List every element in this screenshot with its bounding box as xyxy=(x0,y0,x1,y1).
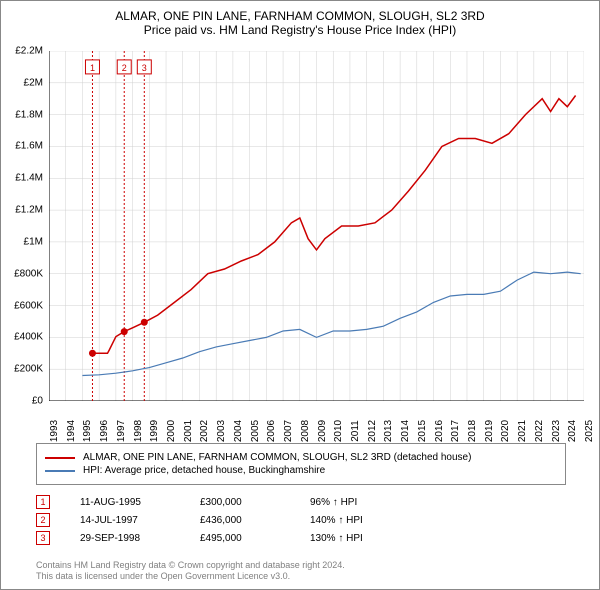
x-tick-label: 2025 xyxy=(584,420,595,442)
sale-price: £495,000 xyxy=(200,533,310,544)
y-tick-label: £1.2M xyxy=(15,205,43,216)
y-tick-label: £2.2M xyxy=(15,46,43,57)
legend-swatch xyxy=(45,470,75,472)
x-tick-label: 2017 xyxy=(450,420,461,442)
sale-date: 14-JUL-1997 xyxy=(80,515,200,526)
y-axis-labels: £0£200K£400K£600K£800K£1M£1.2M£1.4M£1.6M… xyxy=(1,51,47,401)
chart-subtitle: Price paid vs. HM Land Registry's House … xyxy=(1,23,599,37)
y-tick-label: £1.6M xyxy=(15,141,43,152)
sale-hpi-pct: 130% ↑ HPI xyxy=(310,533,410,544)
x-tick-label: 2022 xyxy=(534,420,545,442)
x-tick-label: 2007 xyxy=(283,420,294,442)
y-tick-label: £1.4M xyxy=(15,173,43,184)
x-tick-label: 1996 xyxy=(99,420,110,442)
sale-marker-box: 1 xyxy=(36,495,50,509)
sales-table: 1 11-AUG-1995£300,00096% ↑ HPI 2 14-JUL-199… xyxy=(36,491,410,549)
sale-hpi-pct: 96% ↑ HPI xyxy=(310,497,410,508)
attribution: Contains HM Land Registry data © Crown c… xyxy=(36,560,345,583)
sale-price: £300,000 xyxy=(200,497,310,508)
title-block: ALMAR, ONE PIN LANE, FARNHAM COMMON, SLO… xyxy=(1,1,599,41)
x-tick-label: 2020 xyxy=(500,420,511,442)
y-tick-label: £2M xyxy=(24,77,43,88)
y-tick-label: £400K xyxy=(14,332,43,343)
svg-text:3: 3 xyxy=(142,63,147,73)
legend-item: HPI: Average price, detached house, Buck… xyxy=(45,465,557,476)
y-tick-label: £0 xyxy=(32,396,43,407)
attribution-line2: This data is licensed under the Open Gov… xyxy=(36,571,345,583)
x-tick-label: 2010 xyxy=(333,420,344,442)
x-tick-label: 2006 xyxy=(266,420,277,442)
sale-marker-box: 2 xyxy=(36,513,50,527)
x-tick-label: 2024 xyxy=(567,420,578,442)
x-tick-label: 2000 xyxy=(166,420,177,442)
chart-svg: 1 2 3 xyxy=(49,51,584,401)
sale-date: 11-AUG-1995 xyxy=(80,497,200,508)
attribution-line1: Contains HM Land Registry data © Crown c… xyxy=(36,560,345,572)
x-axis-labels: 1993 1994 1995 1996 1997 1998 1999 2000 2001 2002… xyxy=(49,403,584,443)
x-tick-label: 2018 xyxy=(467,420,478,442)
sale-hpi-pct: 140% ↑ HPI xyxy=(310,515,410,526)
x-tick-label: 2019 xyxy=(484,420,495,442)
x-tick-label: 2011 xyxy=(350,420,361,442)
x-tick-label: 1998 xyxy=(133,420,144,442)
x-tick-label: 2014 xyxy=(400,420,411,442)
svg-text:2: 2 xyxy=(122,63,127,73)
x-tick-label: 1997 xyxy=(116,420,127,442)
sale-row: 2 14-JUL-1997£436,000140% ↑ HPI xyxy=(36,513,410,527)
legend-label: HPI: Average price, detached house, Buck… xyxy=(83,465,325,476)
sale-price: £436,000 xyxy=(200,515,310,526)
x-tick-label: 1995 xyxy=(82,420,93,442)
legend-item: ALMAR, ONE PIN LANE, FARNHAM COMMON, SLO… xyxy=(45,452,557,463)
x-tick-label: 2005 xyxy=(250,420,261,442)
legend: ALMAR, ONE PIN LANE, FARNHAM COMMON, SLO… xyxy=(36,443,566,485)
sale-date: 29-SEP-1998 xyxy=(80,533,200,544)
x-tick-label: 2002 xyxy=(199,420,210,442)
svg-text:1: 1 xyxy=(90,63,95,73)
sale-row: 3 29-SEP-1998£495,000130% ↑ HPI xyxy=(36,531,410,545)
x-tick-label: 2015 xyxy=(417,420,428,442)
sale-marker-box: 3 xyxy=(36,531,50,545)
x-tick-label: 2003 xyxy=(216,420,227,442)
x-tick-label: 2016 xyxy=(434,420,445,442)
x-tick-label: 2004 xyxy=(233,420,244,442)
x-tick-label: 2012 xyxy=(367,420,378,442)
y-tick-label: £800K xyxy=(14,268,43,279)
y-tick-label: £1M xyxy=(24,236,43,247)
chart-plot-area: 1 2 3 xyxy=(49,51,584,401)
chart-container: ALMAR, ONE PIN LANE, FARNHAM COMMON, SLO… xyxy=(0,0,600,590)
legend-swatch xyxy=(45,457,75,459)
y-tick-label: £200K xyxy=(14,364,43,375)
y-tick-label: £1.8M xyxy=(15,109,43,120)
x-tick-label: 2013 xyxy=(383,420,394,442)
x-tick-label: 1993 xyxy=(49,420,60,442)
sale-row: 1 11-AUG-1995£300,00096% ↑ HPI xyxy=(36,495,410,509)
x-tick-label: 2009 xyxy=(317,420,328,442)
y-tick-label: £600K xyxy=(14,300,43,311)
x-tick-label: 2023 xyxy=(551,420,562,442)
x-tick-label: 1999 xyxy=(149,420,160,442)
legend-label: ALMAR, ONE PIN LANE, FARNHAM COMMON, SLO… xyxy=(83,452,471,463)
chart-title: ALMAR, ONE PIN LANE, FARNHAM COMMON, SLO… xyxy=(1,9,599,23)
x-tick-label: 2001 xyxy=(183,420,194,442)
x-tick-label: 2008 xyxy=(300,420,311,442)
x-tick-label: 2021 xyxy=(517,420,528,442)
x-tick-label: 1994 xyxy=(66,420,77,442)
